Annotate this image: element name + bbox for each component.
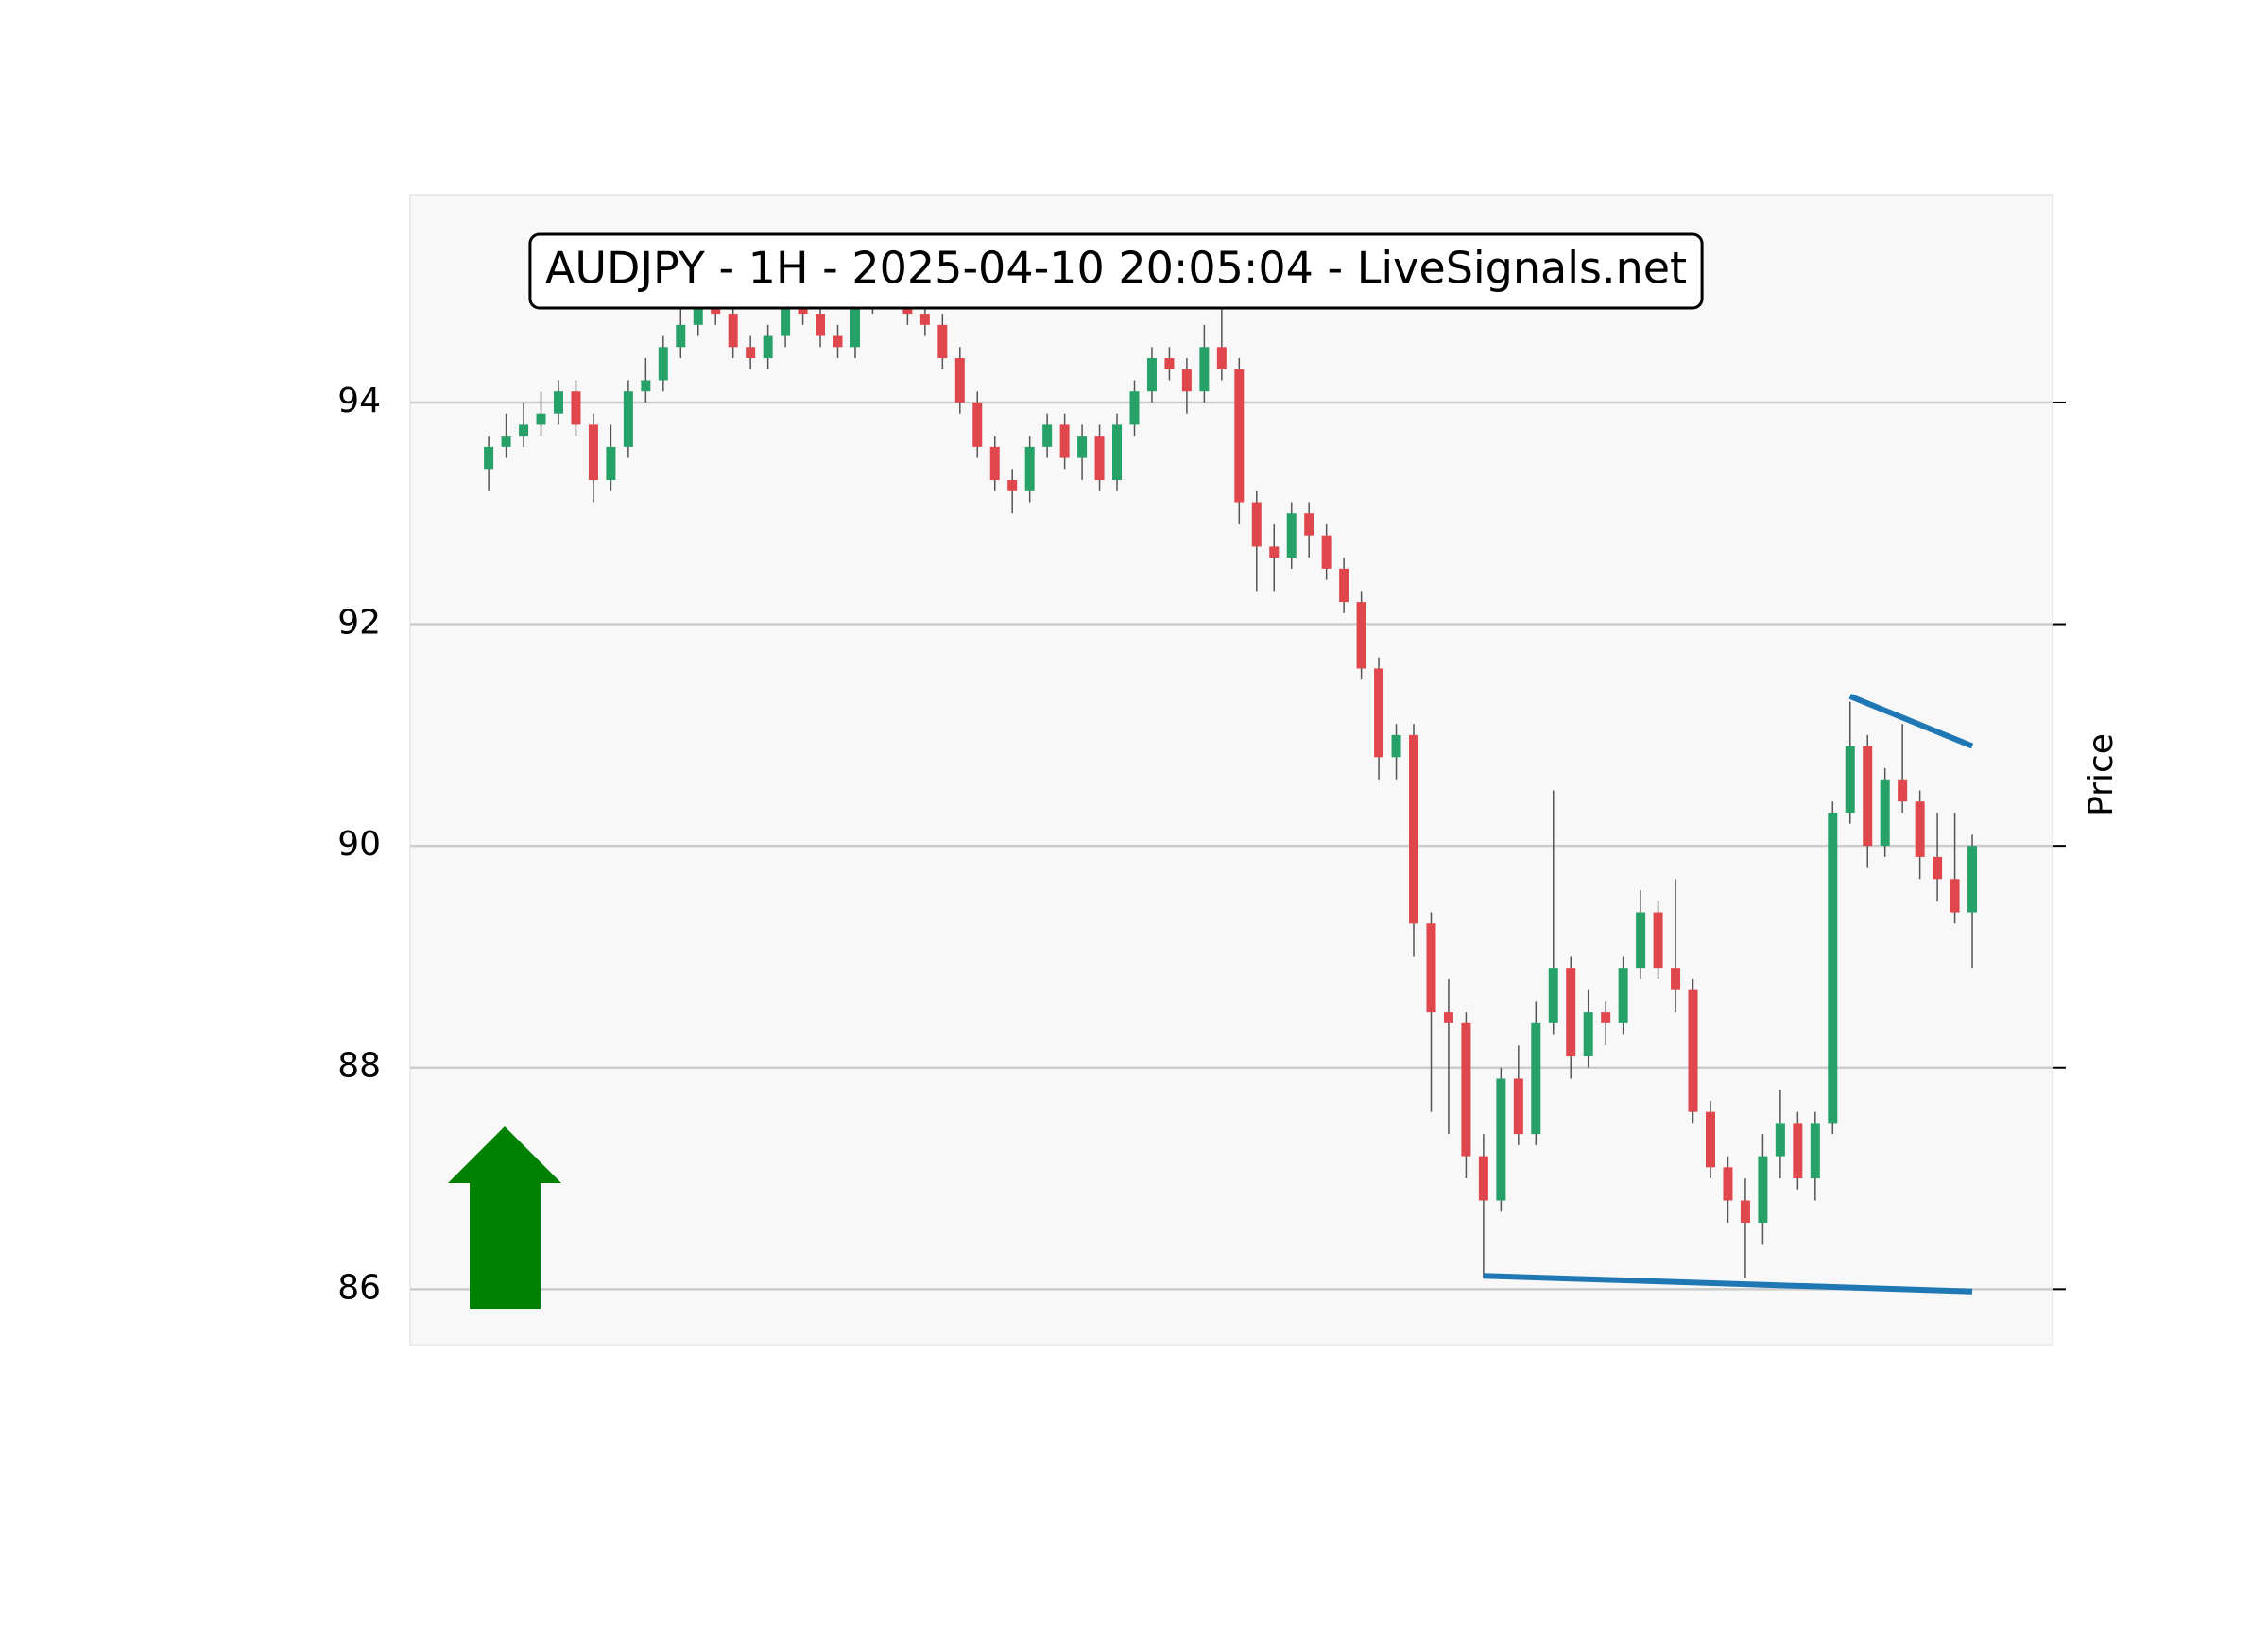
candle-body — [641, 380, 651, 392]
candle-body — [1583, 1012, 1593, 1057]
candle-body — [1671, 968, 1681, 990]
grid: 86 88 90 92 94 — [337, 382, 2066, 1307]
candle-body — [1234, 369, 1245, 503]
candle-body — [484, 446, 494, 470]
candle-body — [553, 391, 563, 414]
candle-body — [623, 391, 633, 447]
candle-body — [1024, 446, 1035, 491]
candle-body — [1129, 391, 1140, 425]
candle-body — [954, 358, 965, 403]
candle-body — [1531, 1022, 1541, 1135]
y-tick-label: 88 — [337, 1047, 381, 1086]
candle-body — [1164, 358, 1175, 369]
candle-body — [1863, 746, 1873, 847]
signal-arrow — [448, 1126, 561, 1309]
candle-body — [1339, 568, 1349, 603]
plot-area — [409, 194, 2053, 1346]
candle-body — [1967, 846, 1978, 913]
candle-body — [1443, 1012, 1453, 1023]
candle-body — [816, 314, 826, 336]
candle-body — [1915, 801, 1925, 857]
candle-body — [763, 335, 773, 359]
candle-body — [1321, 535, 1332, 569]
title-box — [528, 232, 1704, 310]
candle-body — [1688, 989, 1698, 1112]
candle-body — [1374, 668, 1384, 758]
candle-body — [1304, 513, 1314, 536]
y-tick-label: 92 — [337, 604, 381, 643]
candle-body — [1898, 779, 1908, 802]
candle-body — [1601, 1012, 1611, 1023]
candle-body — [1566, 968, 1576, 1057]
candle-body — [693, 302, 703, 325]
candle-body — [781, 302, 791, 336]
candle-body — [1042, 424, 1053, 447]
y-tick-label: 90 — [337, 825, 381, 864]
candle-body — [1653, 912, 1663, 969]
candle-body — [1251, 502, 1262, 547]
y-tick-label: 86 — [337, 1268, 381, 1307]
y-tick-label: 94 — [337, 382, 381, 420]
y-axis-label: Price — [2082, 733, 2121, 816]
candle-body — [1845, 746, 1855, 813]
candle-body — [1409, 734, 1419, 924]
candle-body — [1496, 1078, 1506, 1201]
candle-body — [1478, 1156, 1488, 1201]
candle-body — [989, 446, 1000, 481]
candle-body — [1775, 1123, 1785, 1157]
candle-body — [919, 314, 930, 325]
candle-body — [588, 424, 598, 481]
candle-body — [937, 324, 948, 359]
candle-body — [1146, 358, 1157, 392]
candle-body — [1723, 1167, 1733, 1201]
candle-body — [833, 335, 843, 348]
candle-body — [571, 391, 581, 425]
candle-body — [1810, 1123, 1820, 1179]
candle-body — [1740, 1200, 1750, 1223]
candle-body — [1828, 812, 1838, 1124]
trendline — [1483, 1273, 1973, 1295]
candle-body — [1391, 734, 1401, 758]
candle-body — [536, 413, 546, 425]
overlay — [448, 694, 1974, 1309]
candle-body — [1513, 1078, 1523, 1135]
candle-body — [1181, 369, 1192, 392]
candle-body — [658, 347, 668, 381]
candle-body — [1933, 856, 1943, 880]
candle-body — [850, 302, 860, 348]
candle-body — [1356, 602, 1366, 669]
candle-body — [606, 446, 616, 481]
candle-body — [746, 347, 756, 359]
candle-body — [972, 402, 983, 447]
candle-body — [1618, 968, 1628, 1023]
candle-body — [1059, 424, 1070, 458]
candle-body — [1199, 347, 1210, 392]
candle-body — [1007, 480, 1018, 491]
candle-body — [1758, 1156, 1768, 1223]
candle-body — [1793, 1123, 1803, 1179]
candle-body — [1112, 424, 1123, 481]
candle-body — [1950, 879, 1960, 913]
chart-title: AUDJPY - 1H - 2025-04-10 20:05:04 - Live… — [545, 243, 1687, 294]
candle-body — [1426, 923, 1436, 1013]
candle-body — [1636, 912, 1646, 969]
candle-body — [501, 436, 511, 447]
candle-body — [1548, 968, 1558, 1023]
marks — [484, 269, 1978, 1278]
candle-body — [676, 324, 686, 348]
candle-body — [1461, 1022, 1471, 1157]
candle-body — [1269, 546, 1280, 558]
candle-body — [1216, 347, 1227, 369]
candle-body — [1705, 1111, 1715, 1168]
candle-body — [1286, 513, 1297, 558]
candle-body — [1094, 436, 1105, 481]
candle-body — [728, 314, 738, 348]
trendline — [1848, 694, 1974, 749]
candle-body — [1077, 436, 1088, 458]
candle-body — [519, 424, 529, 437]
candle-body — [1880, 779, 1890, 847]
